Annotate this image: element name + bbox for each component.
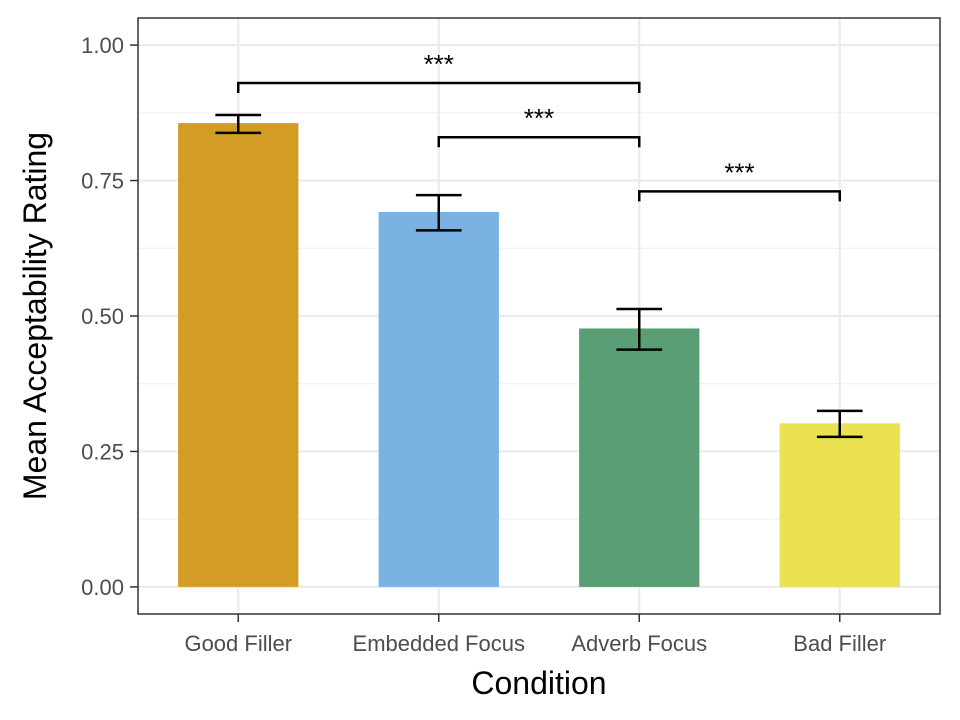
bar: [779, 423, 900, 587]
x-axis: Good Filler Embedded Focus Adverb Focus Bad…: [184, 614, 886, 656]
significance-label: ***: [524, 103, 554, 133]
significance-brackets: *** *** ***: [237, 49, 841, 202]
x-tick-label: Good Filler: [184, 631, 292, 656]
x-tick-label: Embedded Focus: [353, 631, 525, 656]
y-tick-label: 0.00: [81, 575, 124, 600]
y-tick-label: 0.50: [81, 304, 124, 329]
error-bars: [215, 113, 863, 439]
significance-label: ***: [424, 49, 454, 79]
y-tick-label: 0.75: [81, 169, 124, 194]
x-tick-label: Bad Filler: [793, 631, 886, 656]
bars: [178, 123, 900, 587]
y-axis-title: Mean Acceptability Rating: [17, 132, 53, 500]
significance-bracket: [437, 135, 641, 148]
bar: [378, 211, 499, 587]
bar: [579, 328, 700, 587]
significance-bracket: [237, 81, 641, 94]
bar: [178, 123, 299, 587]
y-tick-label: 0.25: [81, 439, 124, 464]
x-axis-title: Condition: [471, 665, 606, 701]
x-tick-label: Adverb Focus: [571, 631, 707, 656]
significance-label: ***: [724, 157, 754, 187]
significance-bracket: [638, 190, 841, 202]
y-axis: 0.00 0.25 0.50 0.75 1.00: [81, 33, 138, 600]
y-tick-label: 1.00: [81, 33, 124, 58]
